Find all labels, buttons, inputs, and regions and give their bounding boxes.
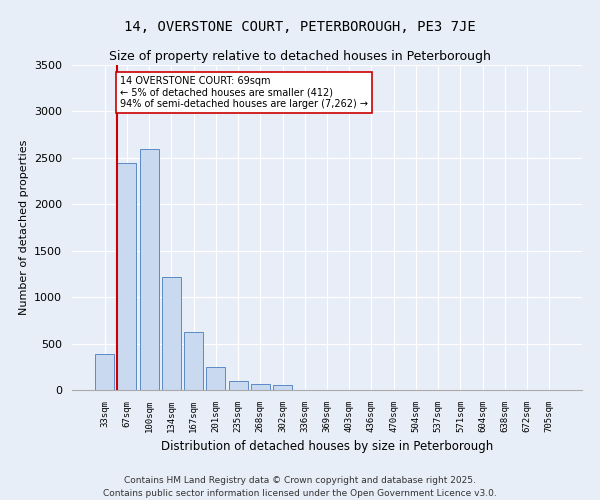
Bar (229, 380, 248, 390)
Y-axis label: Number of detached properties: Number of detached properties (19, 140, 29, 315)
Bar (162, 276, 181, 390)
X-axis label: Distribution of detached houses by size in Peterborough: Distribution of detached houses by size … (161, 440, 493, 454)
Bar (206, 367, 225, 390)
Bar (251, 384, 270, 390)
Bar (140, 148, 158, 390)
Text: 14, OVERSTONE COURT, PETERBOROUGH, PE3 7JE: 14, OVERSTONE COURT, PETERBOROUGH, PE3 7… (124, 20, 476, 34)
Bar (95, 354, 114, 390)
Bar (273, 385, 292, 390)
Bar (184, 332, 203, 390)
Text: 14 OVERSTONE COURT: 69sqm
← 5% of detached houses are smaller (412)
94% of semi-: 14 OVERSTONE COURT: 69sqm ← 5% of detach… (119, 76, 368, 110)
Bar (118, 162, 136, 390)
Text: Contains HM Land Registry data © Crown copyright and database right 2025.
Contai: Contains HM Land Registry data © Crown c… (103, 476, 497, 498)
Text: Size of property relative to detached houses in Peterborough: Size of property relative to detached ho… (109, 50, 491, 63)
